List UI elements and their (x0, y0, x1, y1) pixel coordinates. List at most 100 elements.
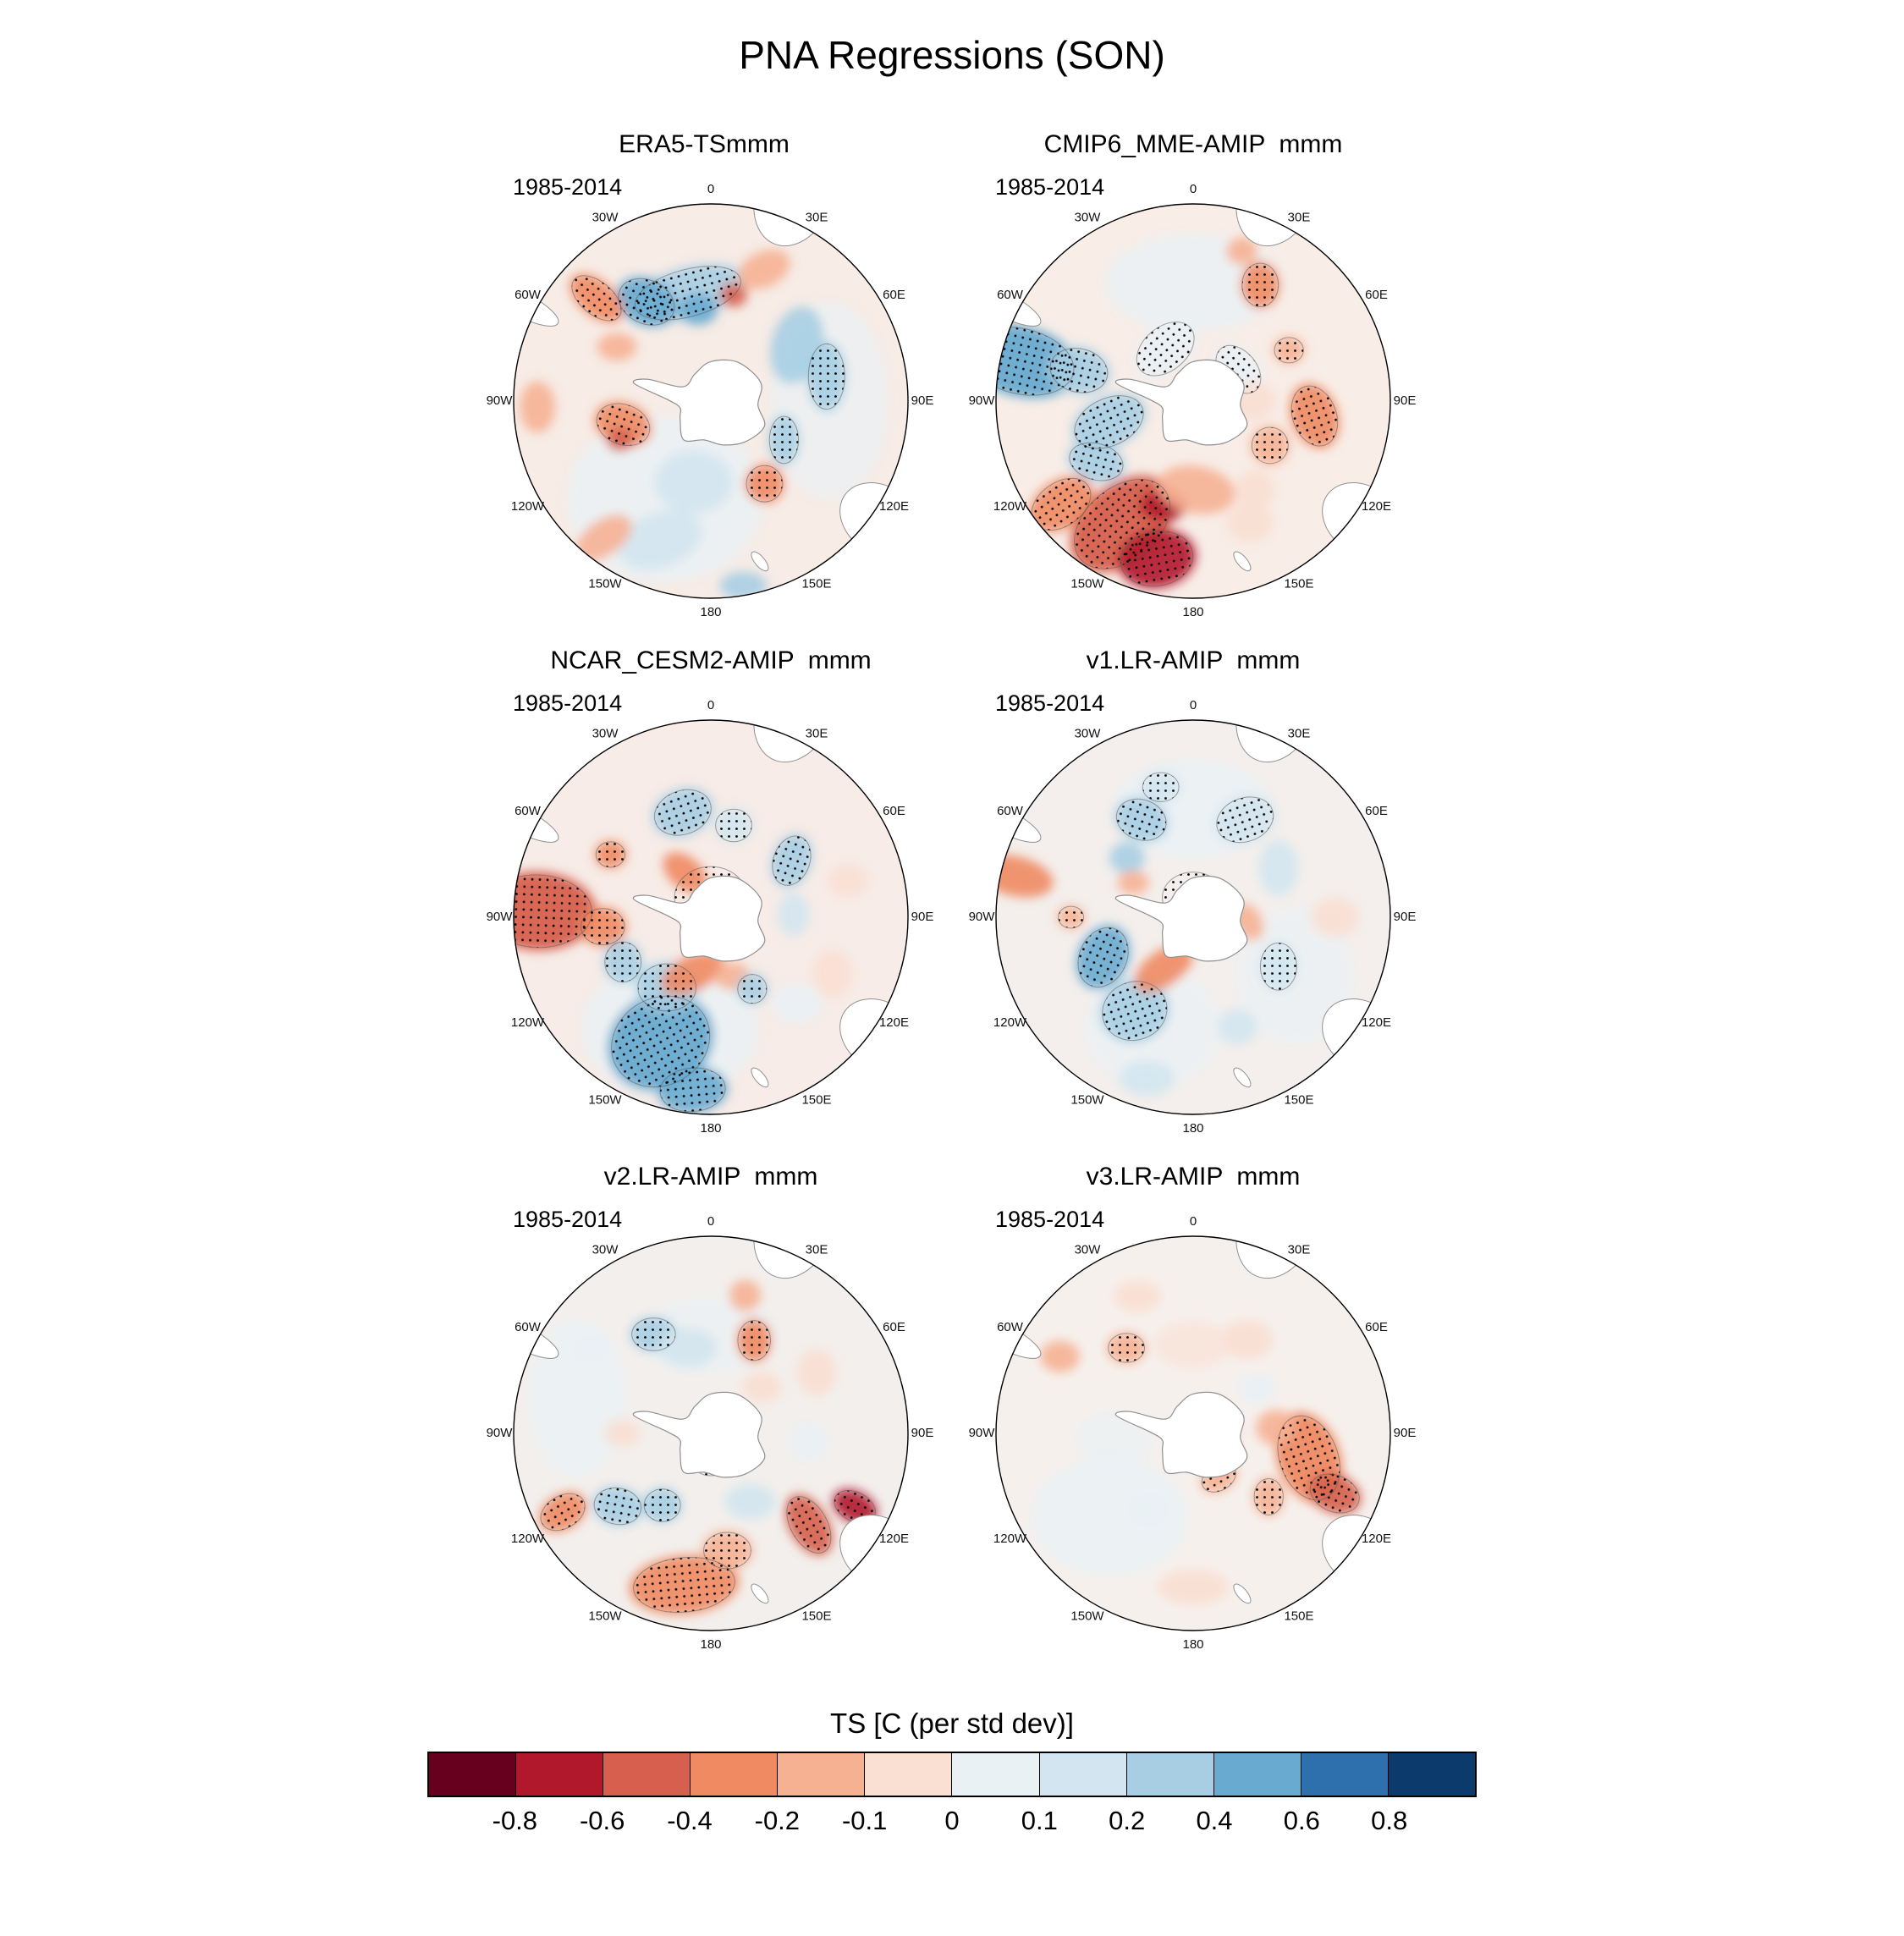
contour-fill (1311, 897, 1359, 938)
colorbar-tick: -0.1 (841, 1806, 888, 1835)
lon-label: 90E (1394, 910, 1417, 924)
lon-label: 150W (588, 576, 622, 591)
lon-label: 30W (592, 726, 619, 740)
lon-label: 90E (1394, 393, 1417, 408)
lon-label: 120W (511, 1532, 545, 1546)
contour-fill (1153, 1321, 1233, 1369)
colorbar-segments (427, 1752, 1477, 1797)
continent (1233, 1067, 1252, 1088)
lon-label: 120W (993, 1532, 1027, 1546)
stipple-region (737, 974, 768, 1004)
stipple-region (631, 1317, 676, 1351)
contour-fill (742, 1371, 782, 1404)
stipple-region (1251, 426, 1289, 465)
period-label: 1985-2014 (513, 1207, 623, 1232)
figure: PNA Regressions (SON) ERA5-TSmmm 1985-20… (0, 32, 1904, 1936)
contour-fill (597, 333, 637, 361)
period-label: 1985-2014 (995, 690, 1105, 716)
contour-fill (1235, 470, 1275, 510)
stipple-region (633, 1557, 735, 1613)
lon-label: 180 (1182, 1121, 1203, 1136)
lon-label: 0 (707, 182, 714, 196)
panel-era5: ERA5-TSmmm 1985-2014 0 30E 60E 90E 120E 150E 1… (474, 125, 948, 638)
lon-label: 120W (511, 499, 545, 514)
map-v3-lr-amip: 0 30E 60E 90E 120E 150E 180 150W 120W 90W 60W 30W (969, 1214, 1417, 1652)
lon-label: 30E (806, 210, 828, 224)
lon-label: 60E (1365, 288, 1388, 302)
colorbar-tick: 0.2 (1109, 1806, 1146, 1835)
lon-label: 60W (515, 1320, 542, 1334)
lon-label: 30E (1288, 726, 1311, 740)
lon-label: 150E (801, 1609, 831, 1623)
antarctica (632, 359, 766, 446)
contour-fill (1040, 1340, 1080, 1372)
lon-label: 180 (1182, 605, 1203, 619)
panel-title-name: CMIP6_MME-AMIP (1043, 130, 1266, 158)
colorbar-tick: 0.6 (1283, 1806, 1320, 1835)
panel-title: CMIP6_MME-AMIP mmm (956, 125, 1430, 164)
lon-label: 30W (1075, 1242, 1102, 1257)
contour-fill (1218, 1009, 1257, 1045)
contour-fill (618, 509, 702, 570)
lon-label: 150W (1070, 1609, 1104, 1623)
stipple-region (1069, 442, 1124, 481)
lon-label: 150W (1070, 1092, 1104, 1107)
antarctica (632, 875, 766, 962)
colorbar-segment (864, 1753, 952, 1796)
map-boundary (513, 719, 909, 1115)
contour-fill (719, 571, 768, 598)
continent (751, 1067, 769, 1088)
contour-fill (828, 864, 868, 897)
lon-label: 150E (801, 1092, 831, 1107)
stipple-region (593, 1487, 642, 1526)
lon-label: 90W (969, 393, 996, 408)
antarctica (1114, 1391, 1248, 1478)
stipple-region (768, 415, 800, 465)
panel-title-name: NCAR_CESM2-AMIP (550, 646, 795, 674)
stipple-region (703, 1532, 751, 1570)
contour-fill (729, 1279, 762, 1312)
panel-v1-lr-amip: v1.LR-AMIP mmm 1985-2014 0 30E 60E 90E 120E 15… (956, 641, 1430, 1154)
stipple-region (1241, 262, 1279, 308)
stipple-region (581, 908, 625, 946)
contour-fill (1119, 1060, 1175, 1097)
lon-label: 90W (487, 910, 514, 924)
panel-title-tag: mmm (807, 646, 872, 674)
colorbar-segment (951, 1753, 1039, 1796)
panel-ncar-cesm2-amip: NCAR_CESM2-AMIP mmm 1985-2014 0 30E 60E 90E 1… (474, 641, 948, 1154)
contour-fill (1125, 1490, 1173, 1531)
contour-fill (812, 949, 852, 998)
stipple-region (1074, 395, 1144, 449)
contour-fill (1221, 1319, 1274, 1360)
panel-title: v3.LR-AMIP mmm (956, 1158, 1430, 1196)
contour-fill (771, 983, 823, 1024)
colorbar-tick: 0.8 (1371, 1806, 1408, 1835)
period-label: 1985-2014 (995, 174, 1105, 200)
lon-label: 150E (1284, 1609, 1313, 1623)
lon-label: 30W (1075, 726, 1102, 740)
panel-v2-lr-amip: v2.LR-AMIP mmm 1985-2014 0 30E 60E 90E 120E 15… (474, 1158, 948, 1670)
stipple-region (1309, 1473, 1360, 1514)
stipple-region (1115, 798, 1167, 841)
colorbar-segment (515, 1753, 603, 1796)
stipple-region (1136, 322, 1195, 377)
panel-title-tag: mmm (754, 1163, 818, 1191)
panel-grid: ERA5-TSmmm 1985-2014 0 30E 60E 90E 120E 150E 1… (0, 125, 1904, 1674)
stipple-region (1216, 796, 1274, 844)
stipple-region (540, 1493, 586, 1532)
contour-fill (1225, 237, 1258, 266)
antarctica (632, 1391, 766, 1478)
lon-label: 120E (1362, 1532, 1391, 1546)
panel-title-tag: mmm (1279, 130, 1343, 158)
stipple-region (1049, 348, 1109, 393)
colorbar-tick: 0 (944, 1806, 960, 1835)
stipple-region (604, 941, 642, 982)
colorbar-tick: 0.1 (1021, 1806, 1058, 1835)
lon-label: 150E (1284, 576, 1313, 591)
contour-fill (1075, 1411, 1154, 1471)
panel-title-name: v3.LR-AMIP (1086, 1163, 1224, 1191)
contour-fill (724, 1483, 776, 1520)
lon-label: 30W (592, 210, 619, 224)
stipple-region (571, 275, 622, 322)
contour-fill (1238, 1372, 1278, 1405)
